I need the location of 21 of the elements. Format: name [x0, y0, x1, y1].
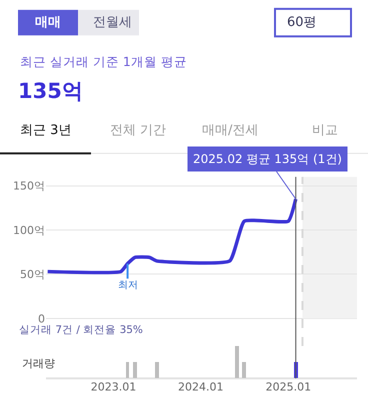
text: 135억 — [18, 79, 83, 103]
x-tick-label: 2024.01 — [178, 380, 224, 394]
text: 전체 기간 — [110, 123, 166, 138]
text: 매매 — [35, 15, 61, 30]
x-tick-label: 2023.01 — [90, 380, 136, 394]
x-tick-label: 2025.01 — [266, 380, 312, 394]
y-tick-label: 150억 — [13, 180, 45, 193]
text: 비교 — [312, 123, 338, 138]
y-tick-label: 50억 — [20, 268, 45, 282]
text: 60평 — [287, 15, 317, 30]
text: 최근 3년 — [20, 123, 72, 138]
text: 실거래 7건 / 회전율 35% — [19, 324, 143, 336]
y-tick-label: 100억 — [13, 224, 45, 237]
text: 최근 실거래 기준 1개월 평균 — [20, 54, 187, 69]
y-tick-label: 0 — [38, 312, 45, 326]
annotation: 2025.02 평균 135억 (1건) — [193, 152, 342, 166]
y-axis-title: 거래량 — [22, 357, 55, 370]
line-series — [46, 197, 298, 274]
annotation: 최저 — [118, 280, 138, 291]
text: 전월세 — [93, 15, 132, 30]
text: 매매/전세 — [202, 123, 258, 138]
